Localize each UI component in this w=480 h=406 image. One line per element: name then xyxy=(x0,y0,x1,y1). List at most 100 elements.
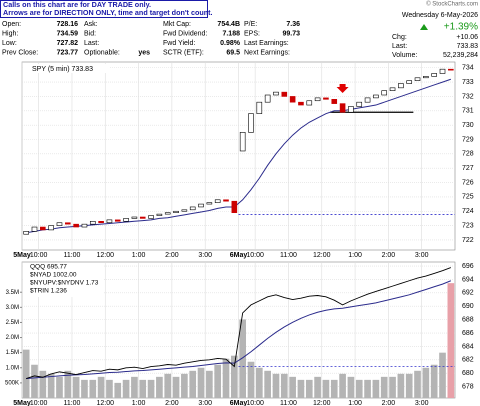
y2-tick-label: 678 xyxy=(462,383,474,390)
y-tick-label: 1.0M xyxy=(6,365,19,371)
candle xyxy=(23,231,29,235)
candle xyxy=(439,68,446,74)
stat-label: Mkt Cap: xyxy=(163,21,191,28)
x-tick-label: 2:00 xyxy=(165,400,179,406)
volume-bar xyxy=(222,358,230,398)
site: © StockCharts.com xyxy=(426,1,478,8)
candle xyxy=(431,73,437,77)
candle xyxy=(106,219,113,224)
stat-value: 728.16 xyxy=(57,21,79,28)
x-tick-label: 1:00 xyxy=(132,400,146,406)
y-tick-label: 724 xyxy=(462,208,474,215)
x-tick-label: 6May xyxy=(230,252,248,259)
x-tick-label: 3:00 xyxy=(415,252,429,259)
stat-label: Fwd Yield: xyxy=(163,40,195,47)
volume-bar xyxy=(347,376,355,398)
quote-value: 52,239,284 xyxy=(443,52,478,59)
volume-bar xyxy=(47,373,55,398)
stat-value: 754.4B xyxy=(217,21,240,28)
stat-label: SCTR (ETF): xyxy=(163,49,204,56)
volume-bar xyxy=(330,379,338,398)
volume-bar xyxy=(106,379,113,398)
x-tick-label: 5May xyxy=(13,400,31,406)
y-tick-label: 2.5M xyxy=(6,320,19,326)
y2-tick-label: 690 xyxy=(462,303,474,310)
stat-label: Next Earnings: xyxy=(244,49,290,56)
candle xyxy=(381,90,388,96)
stat-label: Optionable: xyxy=(84,49,120,56)
volume-bar xyxy=(422,367,430,398)
stat-label: High: xyxy=(2,30,18,37)
x-tick-label: 10:00 xyxy=(246,400,264,406)
volume-bar xyxy=(297,379,305,398)
quote-label: Chg: xyxy=(392,34,407,41)
price-line xyxy=(26,267,451,379)
volume-bar xyxy=(322,379,330,398)
volume-bar xyxy=(372,379,380,398)
volume-bar xyxy=(156,376,163,398)
y2-tick-label: 696 xyxy=(462,263,474,270)
candle xyxy=(65,222,71,225)
volume-bar xyxy=(39,370,47,398)
legend-entry: $NYAD 1002.00 xyxy=(30,272,77,279)
legend-box xyxy=(24,263,104,297)
candle xyxy=(406,80,413,84)
x-tick-label: 10:00 xyxy=(30,400,48,406)
volume-bar xyxy=(72,376,80,398)
volume-bar xyxy=(339,373,346,398)
candle xyxy=(273,91,279,96)
stat-value: 0.98% xyxy=(220,40,241,47)
y2-tick-label: 680 xyxy=(462,370,474,377)
volume-bar xyxy=(447,283,455,398)
volume-bar xyxy=(397,373,405,398)
x-tick-label: 11:00 xyxy=(280,252,297,259)
candle xyxy=(173,210,179,213)
y2-tick-label: 688 xyxy=(462,316,474,323)
arrow xyxy=(336,84,349,93)
x-tick-label: 2:00 xyxy=(382,252,396,259)
up-icon xyxy=(420,24,428,30)
note: Arrows are for DIRECTION ONLY, time and … xyxy=(3,8,213,17)
candle xyxy=(314,97,321,102)
volume-bar xyxy=(231,355,238,398)
stat-value: 734.59 xyxy=(57,30,79,37)
x-tick-label: 2:00 xyxy=(165,252,179,259)
x-tick-label: 11:00 xyxy=(63,252,80,259)
x-tick-label: 1:00 xyxy=(348,400,362,406)
candle xyxy=(31,226,38,232)
y-tick-label: 3.0M xyxy=(6,305,19,311)
volume-bar xyxy=(122,379,130,398)
candle xyxy=(114,219,121,222)
stat-label: Low: xyxy=(2,40,17,47)
x-tick-label: 2:00 xyxy=(382,400,396,406)
volume-bar xyxy=(89,379,97,398)
stat-label: Prev Close: xyxy=(2,49,38,56)
volume-bar xyxy=(389,376,396,398)
stat-value: 99.73 xyxy=(282,30,300,37)
stat-label: Last Earnings: xyxy=(244,40,289,47)
candle xyxy=(339,103,346,113)
candle xyxy=(264,94,271,103)
x-tick-label: 3:00 xyxy=(415,400,429,406)
legend-box xyxy=(24,64,110,73)
volume-bar xyxy=(405,373,413,398)
stat-label: Ask: xyxy=(84,21,98,28)
stat-label: P/E: xyxy=(244,21,257,28)
volume-bar xyxy=(31,364,38,398)
candle xyxy=(231,200,238,213)
candle xyxy=(423,76,429,79)
y-tick-label: 722 xyxy=(462,237,474,244)
legend-entry: $TRIN 1.236 xyxy=(30,288,67,295)
x-tick-label: 12:00 xyxy=(313,252,331,259)
x-tick-label: 6May xyxy=(230,400,248,406)
legend-entry: $NYUPV:$NYDNV 1.73 xyxy=(30,280,99,287)
volume-bar xyxy=(56,376,63,398)
stat-value: yes xyxy=(138,49,150,56)
y-tick-label: 730 xyxy=(462,122,474,129)
candle xyxy=(56,222,63,226)
candle xyxy=(281,91,288,97)
candle xyxy=(348,106,354,113)
candle xyxy=(298,101,304,106)
candle xyxy=(414,77,421,81)
volume-bar xyxy=(414,370,421,398)
